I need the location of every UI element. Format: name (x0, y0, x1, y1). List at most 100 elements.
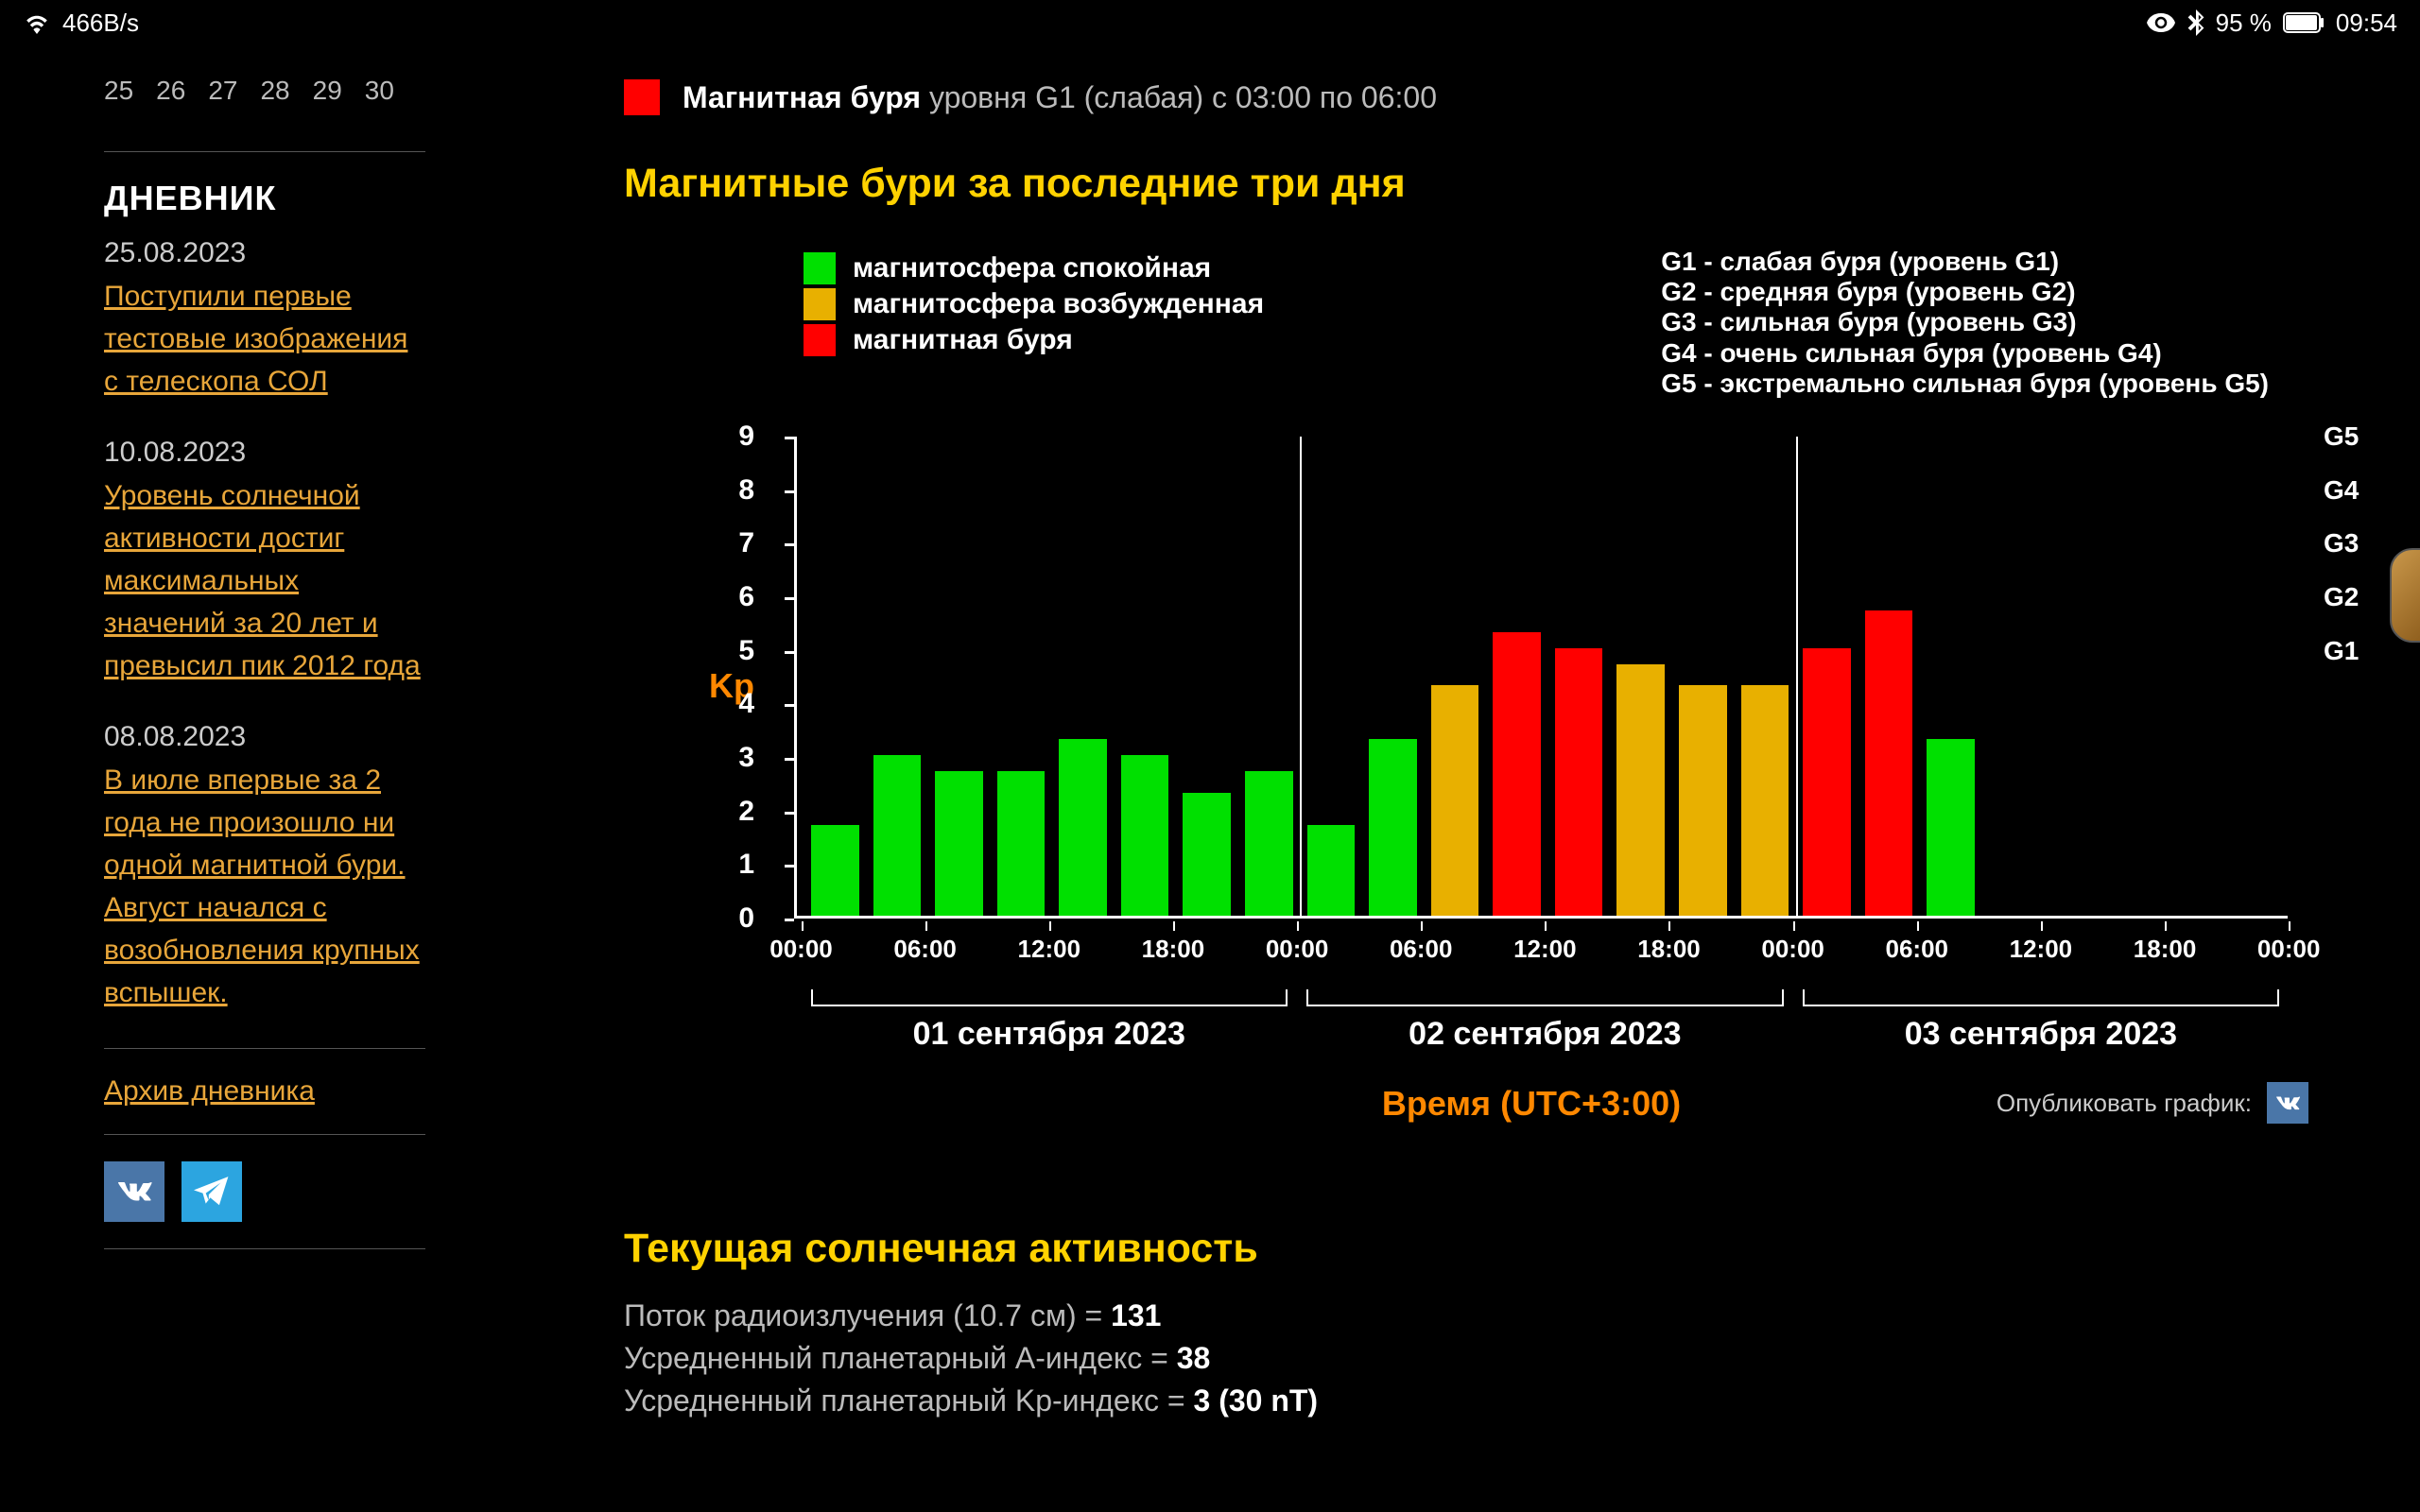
legend-item: магнитосфера спокойная (804, 252, 1264, 284)
divider (104, 151, 425, 152)
telegram-button[interactable] (182, 1161, 242, 1222)
y-tick-label: 0 (738, 902, 754, 935)
activity-title: Текущая солнечная активность (624, 1226, 2363, 1272)
x-tick-mark (2289, 921, 2290, 931)
diary-link[interactable]: Уровень солнечной активности достиг макс… (104, 474, 425, 687)
x-tick-mark (925, 921, 927, 931)
x-tick-mark (2165, 921, 2167, 931)
x-tick-label: 06:00 (893, 935, 957, 964)
diary-entry: 10.08.2023 Уровень солнечной активности д… (104, 437, 425, 687)
calendar-day[interactable]: 27 (208, 76, 237, 106)
g-legend-line: G2 - средняя буря (уровень G2) (1661, 277, 2269, 307)
divider (104, 1048, 425, 1049)
status-battery-pct: 95 % (2216, 9, 2272, 38)
activity-label: Поток радиоизлучения (10.7 см) = (624, 1298, 1111, 1332)
calendar-day[interactable]: 29 (313, 76, 342, 106)
archive-link[interactable]: Архив дневника (104, 1075, 425, 1108)
y-tick-label: 7 (738, 527, 754, 559)
chart-bar (1493, 632, 1541, 916)
y-tick-mark (785, 437, 794, 439)
day-separator (1300, 437, 1302, 916)
y-tick-label: 5 (738, 635, 754, 667)
day-brace (1306, 989, 1784, 1006)
diary-date: 10.08.2023 (104, 437, 425, 469)
x-tick-label: 12:00 (1018, 935, 1081, 964)
calendar-day[interactable]: 25 (104, 76, 133, 106)
y-tick-mark (785, 490, 794, 493)
x-tick-mark (1049, 921, 1051, 931)
x-tick-label: 18:00 (1637, 935, 1701, 964)
divider (104, 1134, 425, 1135)
legend-label: магнитосфера спокойная (853, 252, 1211, 284)
x-tick-mark (2041, 921, 2043, 931)
chart-bar (811, 825, 859, 916)
chart-plot-area (794, 437, 2288, 919)
battery-icon (2283, 12, 2325, 33)
legend-swatch (804, 324, 836, 356)
calendar-tail: 25 26 27 28 29 30 (104, 53, 425, 106)
activity-value: 3 (30 nT) (1194, 1383, 1319, 1418)
x-tick-mark (1793, 921, 1795, 931)
main-content: Магнитная буря уровня G1 (слабая) с 03:0… (529, 53, 2420, 1426)
y-tick-label: 3 (738, 742, 754, 774)
chart-bar (1741, 685, 1789, 916)
y-tick-mark (785, 651, 794, 654)
publish-row: Опубликовать график: (1996, 1082, 2308, 1124)
x-tick-label: 18:00 (1142, 935, 1205, 964)
calendar-day[interactable]: 26 (156, 76, 185, 106)
chart-bar (1121, 755, 1169, 916)
chart-bar (1183, 793, 1231, 916)
chart-bar (1555, 648, 1603, 916)
divider (104, 1248, 425, 1249)
g-marker-label: G3 (2324, 528, 2359, 558)
publish-label: Опубликовать график: (1996, 1089, 2252, 1118)
diary-date: 08.08.2023 (104, 721, 425, 753)
vk-button[interactable] (104, 1161, 164, 1222)
chart-bar (1307, 825, 1356, 916)
chart-bar (935, 771, 983, 916)
y-tick-mark (785, 865, 794, 868)
y-tick-label: 9 (738, 421, 754, 453)
x-tick-mark (1917, 921, 1919, 931)
activity-label: Усредненный планетарный Kp-индекс = (624, 1383, 1194, 1418)
wifi-icon (23, 11, 51, 34)
x-tick-label: 12:00 (1513, 935, 1577, 964)
chart-bar (1616, 664, 1665, 916)
x-tick-mark (1545, 921, 1547, 931)
x-tick-mark (1297, 921, 1299, 931)
y-tick-mark (785, 704, 794, 707)
g-marker-label: G1 (2324, 636, 2359, 666)
vk-share-button[interactable] (2267, 1082, 2308, 1124)
status-speed: 466B/s (62, 9, 139, 38)
x-tick-label: 06:00 (1886, 935, 1949, 964)
y-tick-label: 2 (738, 796, 754, 828)
activity-line: Поток радиоизлучения (10.7 см) = 131 (624, 1298, 2363, 1333)
storm-label: Магнитная буря (683, 80, 921, 114)
x-tick-label: 18:00 (2134, 935, 2197, 964)
activity-line: Усредненный планетарный Kp-индекс = 3 (3… (624, 1383, 2363, 1418)
calendar-day[interactable]: 28 (260, 76, 289, 106)
chart-bar (1865, 610, 1913, 916)
y-tick-mark (785, 812, 794, 815)
activity-value: 38 (1177, 1341, 1211, 1375)
day-label: 01 сентября 2023 (913, 1016, 1185, 1053)
time-axis-label: Время (UTC+3:00) (1382, 1084, 1681, 1124)
storm-swatch (624, 79, 660, 115)
side-handle[interactable] (2390, 548, 2420, 643)
x-tick-label: 06:00 (1390, 935, 1453, 964)
chart-bar (1679, 685, 1727, 916)
chart: магнитосфера спокойнаямагнитосфера возбу… (718, 233, 2344, 1188)
x-tick-mark (802, 921, 804, 931)
chart-bar (1369, 739, 1417, 916)
diary-link[interactable]: Поступили первые тестовые изображения с … (104, 275, 425, 403)
x-tick-label: 00:00 (2257, 935, 2321, 964)
diary-title: ДНЕВНИК (104, 179, 425, 218)
day-label: 03 сентября 2023 (1905, 1016, 2177, 1053)
chart-bar (1245, 771, 1293, 916)
x-tick-label: 12:00 (2010, 935, 2073, 964)
y-tick-mark (785, 919, 794, 921)
diary-link[interactable]: В июле впервые за 2 года не произошло ни… (104, 759, 425, 1014)
calendar-day[interactable]: 30 (365, 76, 394, 106)
day-separator (1796, 437, 1798, 916)
day-brace (811, 989, 1288, 1006)
